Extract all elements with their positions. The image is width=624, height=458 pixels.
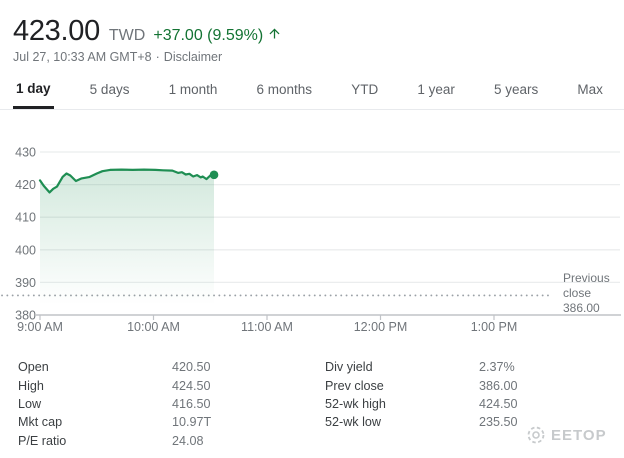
y-tick-label: 390 [15,276,36,290]
stat-label: Div yield [325,360,373,375]
eetop-logo-icon [527,426,545,444]
tab-6-months[interactable]: 6 months [256,82,313,97]
stock-price: 423.00 [13,15,100,47]
previous-close-label: Previous [563,271,610,285]
stat-label: Low [18,396,42,411]
x-tick-label: 1:00 PM [471,320,518,334]
price-chart[interactable]: 430 420 410 400 390 380 Previous close 386.00 9:0… [0,130,624,345]
price-area-fill [40,169,214,315]
stat-row: P/E ratio 24.08 [18,432,325,450]
tab-1-day[interactable]: 1 day [13,71,54,109]
eetop-watermark: EETOP [526,425,607,445]
tab-ytd[interactable]: YTD [351,82,379,97]
stat-row: Div yield 2.37% [325,358,605,376]
stat-value: 2.37% [479,360,515,375]
stat-label: Open [18,360,49,375]
previous-close-label: close [563,286,591,300]
x-tick-label: 9:00 AM [17,320,63,334]
stat-row: Low 416.50 [18,395,325,413]
stat-value: 420.50 [172,360,211,375]
tab-1-month[interactable]: 1 month [168,82,218,97]
stat-row: High 424.50 [18,376,325,394]
tab-1-year[interactable]: 1 year [417,82,455,97]
x-tick-label: 12:00 PM [354,320,408,334]
eetop-watermark-text: EETOP [551,426,607,444]
stat-label: 52-wk high [325,396,386,411]
y-tick-label: 400 [15,243,36,257]
stat-label: High [18,378,44,393]
quote-timestamp: Jul 27, 10:33 AM GMT+8 [13,50,152,64]
tab-5-days[interactable]: 5 days [89,82,130,97]
tab-max[interactable]: Max [577,82,603,97]
stat-label: 52-wk low [325,415,381,430]
stat-row: 52-wk low 235.50 [325,413,605,431]
current-price-dot [209,170,219,180]
stat-label: Mkt cap [18,415,63,430]
stat-value: 424.50 [479,396,518,411]
stat-row: Mkt cap 10.97T [18,413,325,431]
arrow-up-icon [267,26,282,46]
stat-label: P/E ratio [18,433,67,448]
stat-value: 235.50 [479,415,518,430]
stat-row: Open 420.50 [18,358,325,376]
y-tick-label: 420 [15,178,36,192]
tab-5-years[interactable]: 5 years [494,82,539,97]
dot-separator: · [155,50,160,64]
y-tick-label: 410 [15,211,36,225]
stat-value: 24.08 [172,433,204,448]
previous-close-label: 386.00 [563,301,600,315]
quote-subheader: Jul 27, 10:33 AM GMT+8 · Disclaimer [13,50,282,64]
price-line [38,168,216,194]
x-tick-label: 11:00 AM [241,320,293,334]
stat-row: 52-wk high 424.50 [325,395,605,413]
time-range-tabs: 1 day 5 days 1 month 6 months YTD 1 year 5 yea… [0,71,624,110]
stats-column-right: Div yield 2.37% Prev close 386.00 52-wk high… [325,358,605,450]
stat-label: Prev close [325,378,384,393]
y-tick-label: 430 [15,146,36,160]
stats-column-left: Open 420.50 High 424.50 Low 416.50 Mkt cap 10.9… [18,358,325,450]
price-row: 423.00 TWD +37.00 (9.59%) [13,15,282,47]
quote-header: 423.00 TWD +37.00 (9.59%) Jul 27, 10:33 … [13,15,282,64]
stat-value: 424.50 [172,378,211,393]
key-stats: Open 420.50 High 424.50 Low 416.50 Mkt cap 10.9… [0,358,624,450]
price-change: +37.00 (9.59%) [153,27,264,44]
disclaimer-link[interactable]: Disclaimer [163,50,223,64]
stat-row: Prev close 386.00 [325,376,605,394]
stat-value: 10.97T [172,415,212,430]
currency-label: TWD [108,27,146,44]
stat-value: 416.50 [172,396,211,411]
y-tick-label: 380 [15,309,36,323]
x-tick-label: 10:00 AM [127,320,180,334]
stat-value: 386.00 [479,378,518,393]
